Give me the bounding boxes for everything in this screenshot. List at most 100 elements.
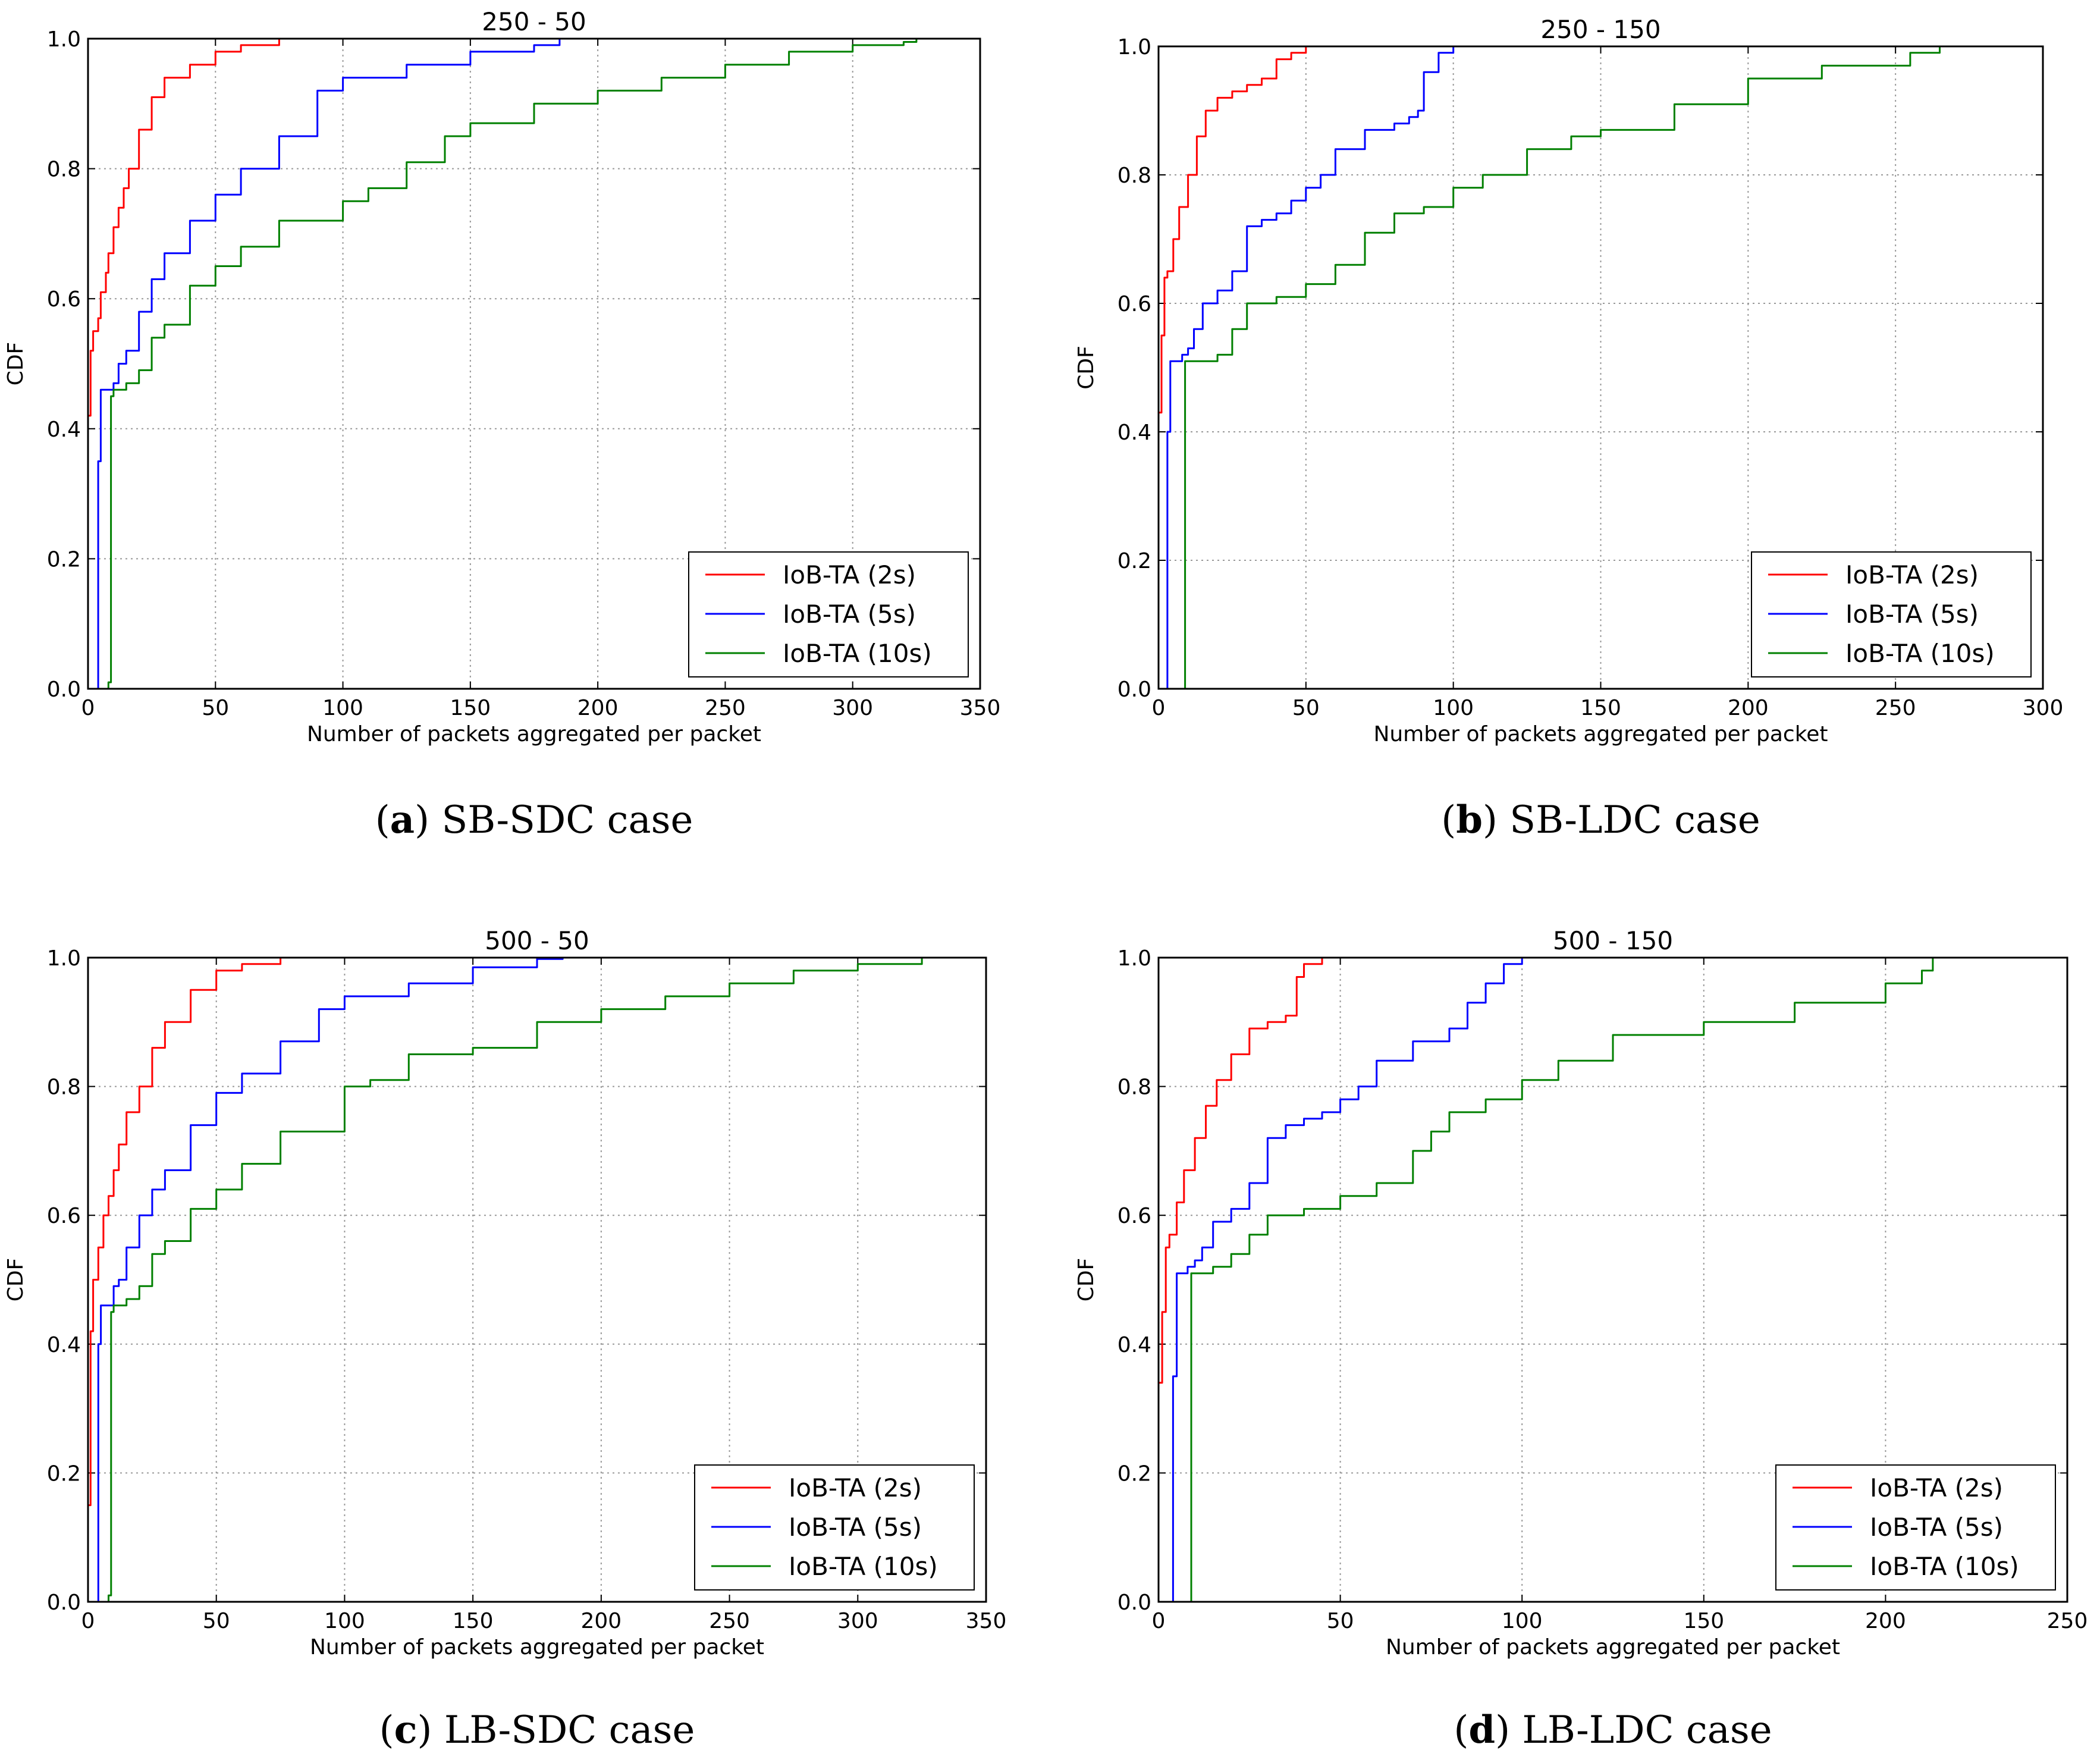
- y-tick-label: 0.6: [47, 287, 81, 312]
- y-tick-label: 0.4: [1118, 421, 1151, 445]
- x-tick-label: 0: [81, 696, 95, 720]
- x-tick-label: 0: [1152, 1609, 1166, 1633]
- y-tick-label: 0.4: [47, 418, 81, 442]
- legend: IoB-TA (2s) IoB-TA (5s) IoB-TA (10s): [694, 1464, 975, 1591]
- x-tick-label: 150: [1580, 696, 1621, 720]
- y-axis-label: CDF: [4, 342, 28, 386]
- x-tick-label: 200: [580, 1609, 621, 1633]
- x-axis-label: Number of packets aggregated per packet: [307, 722, 761, 746]
- subfigure-caption: (d) LB-LDC case: [1454, 1708, 1772, 1752]
- x-tick-label: 300: [832, 696, 873, 720]
- y-tick-label: 0.2: [47, 1461, 81, 1486]
- y-tick-label: 0.8: [47, 158, 81, 182]
- series-line-1: [88, 39, 280, 417]
- caption-letter: a: [390, 798, 415, 842]
- y-tick-label: 1.0: [1118, 35, 1151, 59]
- plot-frame: [1157, 45, 2044, 690]
- x-tick-label: 100: [1502, 1609, 1543, 1633]
- y-tick-label: 0.0: [47, 677, 81, 702]
- chart-panel-1: 0 50 100 150 200 250 300 350 0.0 0.2 0.4 0.6 0.8 1.0 2…: [4, 7, 1000, 842]
- caption-letter: d: [1468, 1708, 1495, 1752]
- caption-text: SB-SDC case: [441, 798, 693, 842]
- series-line-2: [93, 958, 564, 1603]
- y-tick-label: 0.6: [1118, 292, 1151, 316]
- y-tick-label: 0.4: [47, 1333, 81, 1357]
- legend-label: IoB-TA (10s): [789, 1552, 938, 1581]
- legend-label: IoB-TA (2s): [1845, 560, 1979, 589]
- plot-frame: [87, 956, 987, 1603]
- x-tick-label: 200: [577, 696, 619, 720]
- x-tick-label: 250: [709, 1609, 750, 1633]
- y-tick-label: 0.6: [1118, 1204, 1151, 1228]
- y-axis-label: CDF: [1074, 346, 1098, 390]
- x-tick-label: 150: [1683, 1609, 1724, 1633]
- x-tick-label: 250: [705, 696, 746, 720]
- series-line-1: [1159, 958, 1323, 1384]
- y-axis-label: CDF: [4, 1258, 28, 1302]
- x-axis-label: Number of packets aggregated per packet: [1386, 1635, 1840, 1660]
- y-tick-label: 1.0: [47, 946, 81, 971]
- x-tick-label: 350: [966, 1609, 1007, 1633]
- x-tick-label: 100: [1433, 696, 1474, 720]
- plot-frame: [87, 37, 981, 690]
- legend-label: IoB-TA (5s): [789, 1513, 922, 1542]
- y-axis-label: CDF: [1074, 1258, 1098, 1302]
- y-tick-label: 1.0: [47, 27, 81, 52]
- legend-label: IoB-TA (5s): [783, 600, 916, 629]
- caption-text: LB-SDC case: [444, 1708, 695, 1752]
- legend-label: IoB-TA (5s): [1870, 1513, 2003, 1542]
- caption-letter: b: [1456, 798, 1483, 842]
- caption-text: SB-LDC case: [1509, 798, 1760, 842]
- y-tick-label: 0.0: [1118, 1591, 1151, 1615]
- x-tick-label: 0: [1152, 696, 1166, 720]
- x-tick-label: 300: [837, 1609, 878, 1633]
- legend: IoB-TA (2s) IoB-TA (5s) IoB-TA (10s): [1751, 551, 2032, 677]
- caption-letter: c: [394, 1708, 418, 1752]
- y-tick-label: 0.2: [1118, 549, 1151, 573]
- x-tick-label: 100: [324, 1609, 365, 1633]
- caption-text: LB-LDC case: [1522, 1708, 1772, 1752]
- x-tick-label: 150: [450, 696, 491, 720]
- chart-panel-4: 0 50 100 150 200 250 0.0 0.2 0.4 0.6 0.8 1.0 500 - 1…: [1074, 926, 2088, 1752]
- y-tick-label: 0.2: [1118, 1461, 1151, 1486]
- y-tick-label: 0.8: [47, 1075, 81, 1100]
- x-tick-label: 50: [1327, 1609, 1354, 1633]
- legend-label: IoB-TA (2s): [1870, 1473, 2003, 1502]
- x-tick-label: 50: [1292, 696, 1320, 720]
- subfigure-caption: (b) SB-LDC case: [1441, 798, 1760, 842]
- x-tick-label: 250: [2047, 1609, 2088, 1633]
- series-line-2: [90, 39, 561, 690]
- x-tick-label: 50: [203, 1609, 230, 1633]
- legend: IoB-TA (2s) IoB-TA (5s) IoB-TA (10s): [1775, 1464, 2056, 1591]
- x-tick-label: 350: [960, 696, 1001, 720]
- x-axis-label: Number of packets aggregated per packet: [1373, 722, 1828, 746]
- legend-label: IoB-TA (2s): [783, 560, 916, 589]
- chart-title: 250 - 50: [482, 7, 586, 36]
- chart-panel-2: 0 50 100 150 200 250 300 0.0 0.2 0.4 0.6 0.8 1.0 250 …: [1074, 15, 2063, 842]
- legend: IoB-TA (2s) IoB-TA (5s) IoB-TA (10s): [688, 551, 969, 677]
- chart-title: 250 - 150: [1540, 15, 1660, 44]
- x-axis-label: Number of packets aggregated per packet: [310, 1635, 764, 1660]
- legend-label: IoB-TA (5s): [1845, 600, 1979, 629]
- chart-panel-3: 0 50 100 150 200 250 300 350 0.0 0.2 0.4 0.6 0.8 1.0 5…: [4, 926, 1006, 1752]
- x-tick-label: 100: [322, 696, 363, 720]
- y-tick-label: 0.6: [47, 1204, 81, 1228]
- series-line-1: [1159, 46, 1307, 414]
- legend-label: IoB-TA (2s): [789, 1473, 922, 1502]
- x-tick-label: 150: [453, 1609, 494, 1633]
- x-tick-label: 200: [1728, 696, 1769, 720]
- y-tick-label: 0.8: [1118, 1075, 1151, 1100]
- y-tick-label: 0.4: [1118, 1333, 1151, 1357]
- x-tick-label: 50: [202, 696, 229, 720]
- series-line-3: [1184, 958, 1934, 1603]
- chart-title: 500 - 150: [1553, 926, 1673, 955]
- y-tick-label: 0.0: [1118, 677, 1151, 702]
- y-tick-label: 1.0: [1118, 946, 1151, 971]
- series-line-3: [88, 39, 918, 690]
- x-tick-label: 0: [81, 1609, 95, 1633]
- legend-label: IoB-TA (10s): [1845, 639, 1995, 668]
- y-tick-label: 0.0: [47, 1591, 81, 1615]
- subfigure-caption: (c) LB-SDC case: [379, 1708, 695, 1752]
- plot-frame: [1157, 956, 2068, 1603]
